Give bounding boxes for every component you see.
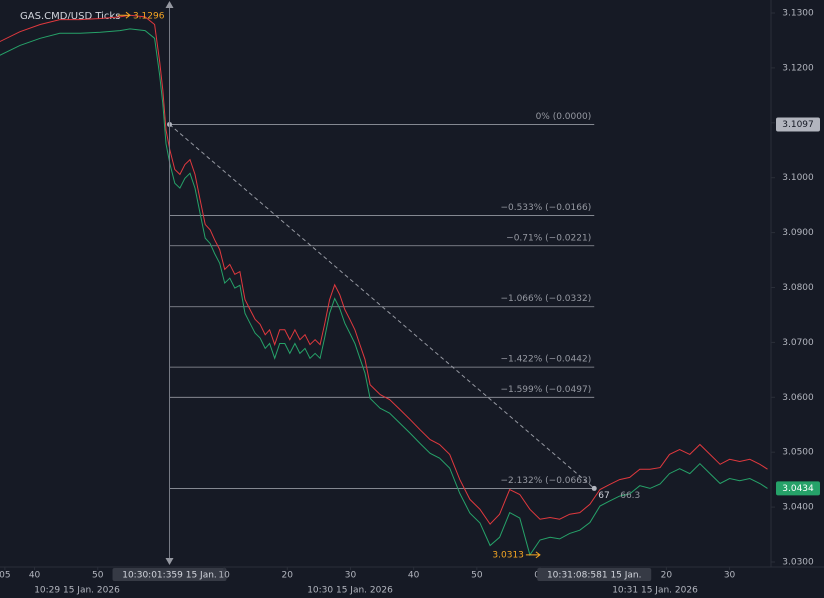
x-tick-label: 10:30:01:359 15 Jan. <box>122 571 217 581</box>
y-tick-label: 3.0900 <box>782 228 814 238</box>
y-tick-label: 3.0400 <box>782 503 814 513</box>
price-label-box <box>776 117 820 132</box>
x-tick-label: 50 <box>471 571 483 581</box>
price-label: 3.0434 <box>782 484 814 494</box>
fib-label: −1.422% (−0.0442) <box>500 355 591 365</box>
x-tick-label: 40 <box>29 571 41 581</box>
cursor-label: 66.3 <box>620 491 640 501</box>
fib-label: −1.599% (−0.0497) <box>500 385 591 395</box>
fib-label: −2.132% (−0.0663) <box>500 476 591 486</box>
low-arrow <box>525 551 541 559</box>
x-tick-label: 40 <box>408 571 420 581</box>
fib-label: −1.066% (−0.0332) <box>500 294 591 304</box>
y-tick-label: 3.1000 <box>782 173 814 183</box>
y-tick-label: 3.1300 <box>782 9 814 19</box>
x-tick-label: 50 <box>92 571 104 581</box>
y-tick-label: 3.0300 <box>782 557 814 567</box>
price-label: 3.1097 <box>782 120 814 130</box>
chart-title: GAS.CMD/USD Ticks <box>20 11 120 22</box>
fib-label: −0.71% (−0.0221) <box>506 233 591 243</box>
y-tick-label: 3.0500 <box>782 448 814 458</box>
x-tick-label: 05 <box>0 571 11 581</box>
date-label: 10:30 15 Jan. 2026 <box>307 586 393 596</box>
y-tick-label: 3.1200 <box>782 63 814 73</box>
fib-label: 0% (0.0000) <box>536 112 592 122</box>
date-label: 10:29 15 Jan. 2026 <box>34 586 120 596</box>
cursor-label: 67 <box>598 491 609 501</box>
price-line <box>0 14 768 525</box>
y-tick-label: 3.0600 <box>782 393 814 403</box>
price-label-box <box>776 481 820 496</box>
trend-handle <box>591 485 597 491</box>
y-tick-label: 3.0700 <box>782 338 814 348</box>
y-tick-label: 3.0800 <box>782 283 814 293</box>
fib-label: −0.533% (−0.0166) <box>500 203 591 213</box>
x-tick-label: 10:31:08:581 15 Jan. <box>547 571 642 581</box>
x-tick-highlight <box>537 568 652 581</box>
high-label: 3.1296 <box>133 12 165 22</box>
x-tick-label: 30 <box>724 571 736 581</box>
trend-line <box>169 124 595 489</box>
low-label: 3.0313 <box>492 550 524 560</box>
high-arrow <box>117 11 131 19</box>
x-tick-label: 30 <box>345 571 357 581</box>
x-tick-label: 20 <box>661 571 673 581</box>
date-label: 10:31 15 Jan. 2026 <box>612 586 698 596</box>
x-tick-label: 20 <box>282 571 294 581</box>
price-line <box>0 28 768 557</box>
x-tick-label: 10 <box>218 571 230 581</box>
x-tick-highlight <box>112 568 227 581</box>
